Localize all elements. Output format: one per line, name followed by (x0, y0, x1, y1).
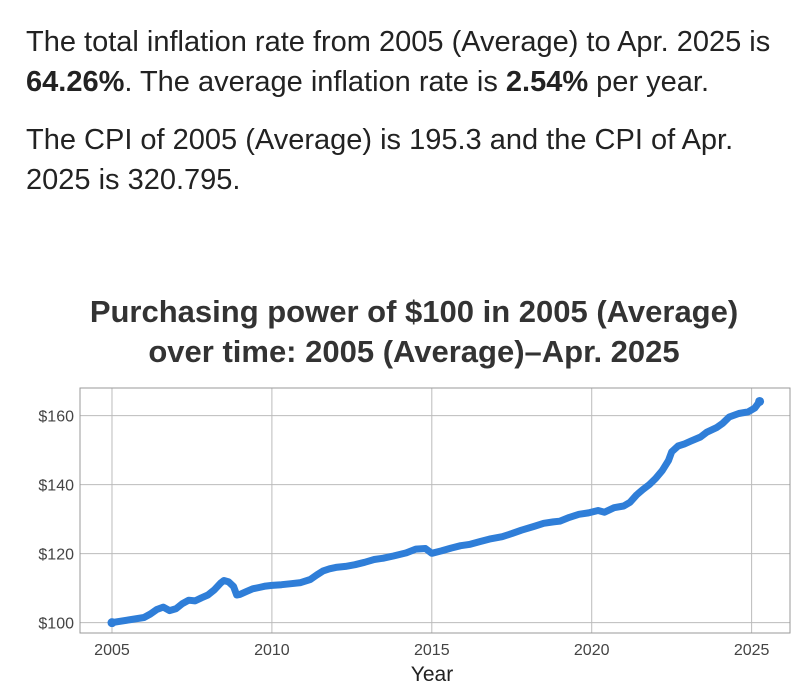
grid-lines (80, 388, 790, 633)
x-tick-label: 2010 (254, 642, 290, 659)
x-tick-labels: 2005 2010 2015 2020 2025 (94, 642, 769, 659)
x-axis-title: Year (411, 663, 453, 686)
y-tick-labels: $100 $120 $140 $160 (38, 409, 74, 633)
chart-title-line-2: over time: 2005 (Average)–Apr. 2025 (148, 334, 680, 369)
x-tick-label: 2020 (574, 642, 610, 659)
x-tick-label: 2015 (414, 642, 450, 659)
y-tick-label: $140 (38, 478, 74, 495)
chart-title: Purchasing power of $100 in 2005 (Averag… (0, 292, 808, 372)
series-layer (107, 396, 765, 628)
cpi-summary: The CPI of 2005 (Average) is 195.3 and t… (26, 124, 734, 196)
series-point (107, 618, 117, 628)
series-point (755, 396, 765, 406)
y-tick-label: $100 (38, 616, 74, 633)
summary-intro: The total inflation rate from 2005 (Aver… (26, 26, 771, 58)
y-tick-label: $120 (38, 547, 74, 564)
plot-border (79, 387, 791, 634)
x-tick-label: 2005 (94, 642, 130, 659)
average-inflation-rate: 2.54% (505, 66, 589, 98)
summary-mid: . The average inflation rate is (124, 66, 506, 98)
inflation-summary: The total inflation rate from 2005 (Aver… (26, 22, 796, 102)
total-inflation-rate: 64.26% (26, 66, 125, 98)
chart-title-line-1: Purchasing power of $100 in 2005 (Averag… (89, 294, 739, 329)
summary-text: The total inflation rate from 2005 (Aver… (26, 22, 796, 208)
x-tick-label: 2025 (734, 642, 770, 659)
series-line (108, 398, 764, 627)
summary-end: per year. (588, 66, 710, 98)
y-tick-label: $160 (38, 409, 74, 426)
